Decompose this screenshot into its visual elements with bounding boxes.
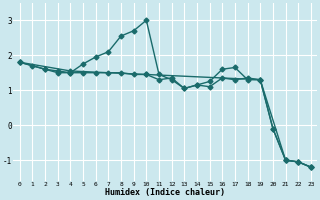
X-axis label: Humidex (Indice chaleur): Humidex (Indice chaleur) [105,188,225,197]
